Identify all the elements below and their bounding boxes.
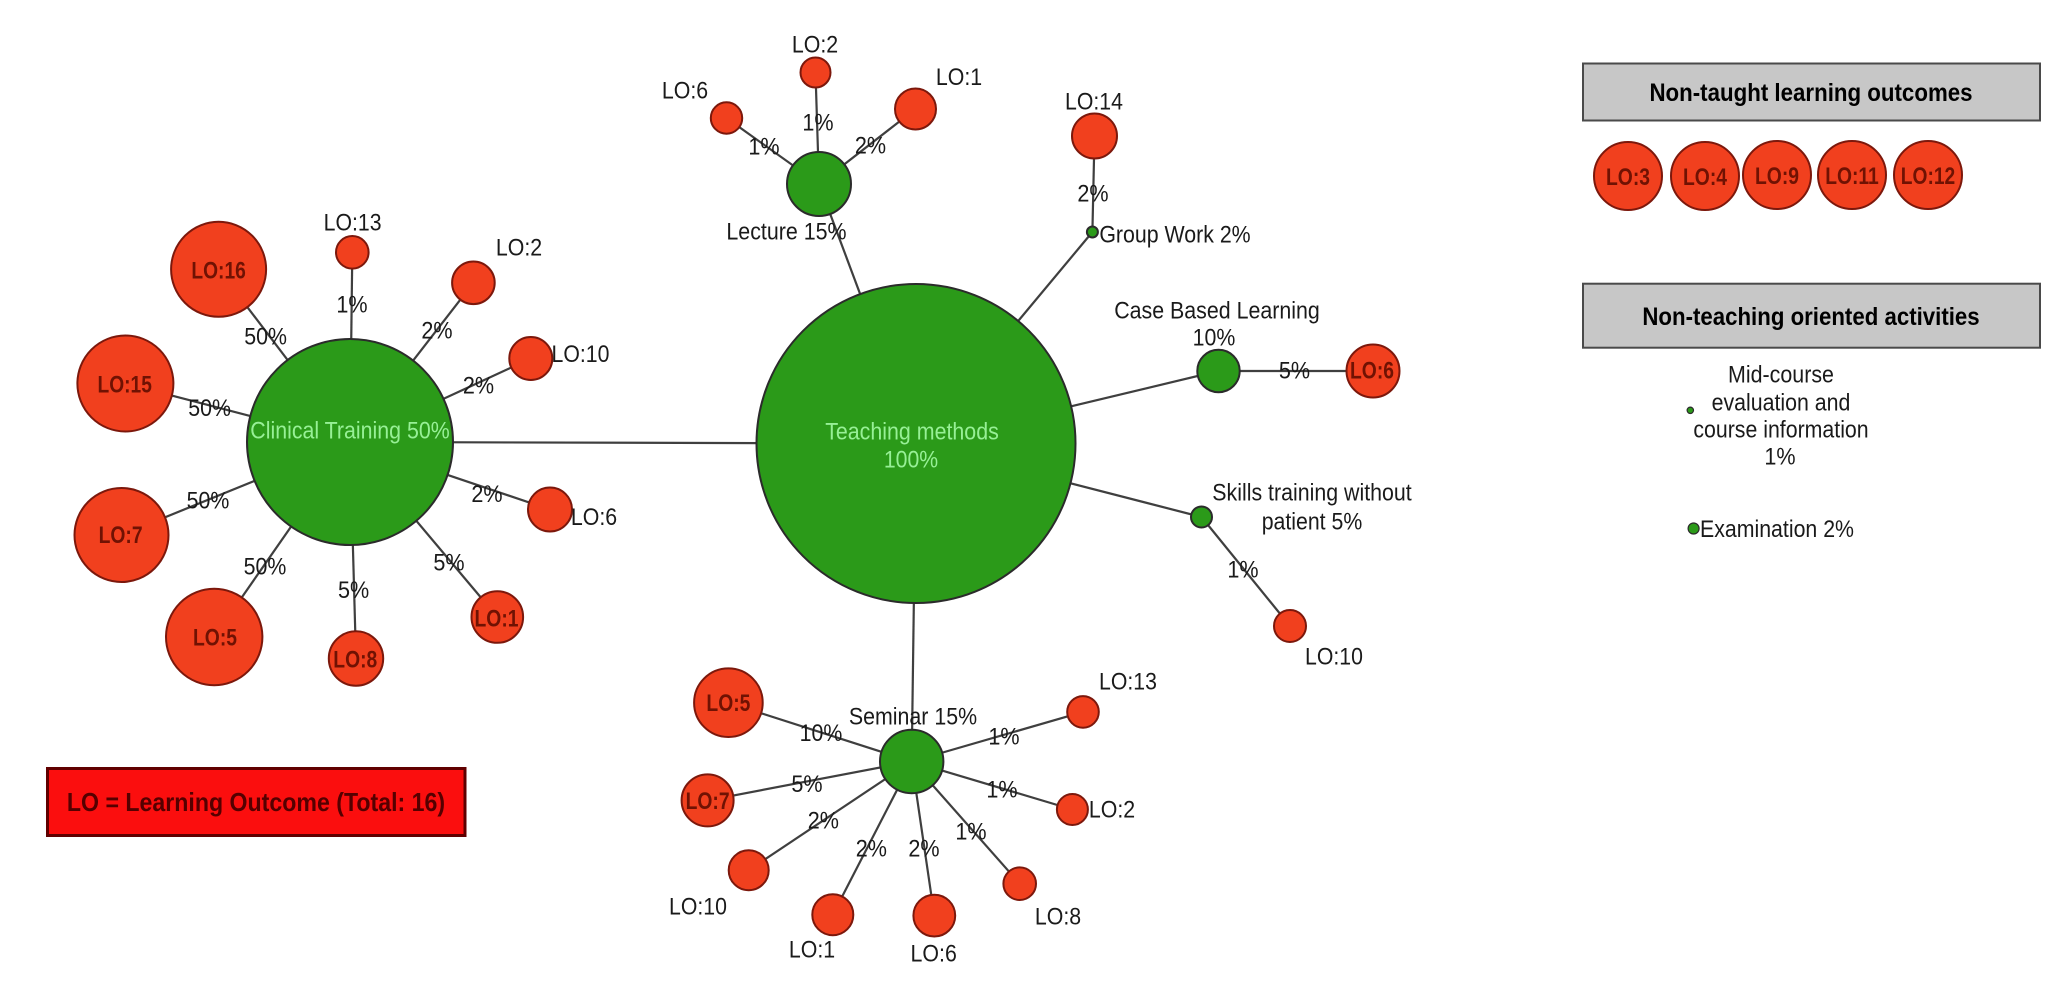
svg-text:50%: 50% xyxy=(188,395,231,422)
svg-text:LO:12: LO:12 xyxy=(1901,163,1955,190)
svg-text:LO:2: LO:2 xyxy=(496,234,542,261)
svg-text:2%: 2% xyxy=(1077,180,1108,207)
svg-text:LO:10: LO:10 xyxy=(1305,643,1363,670)
svg-text:5%: 5% xyxy=(433,549,464,576)
svg-text:LO:6: LO:6 xyxy=(1350,357,1394,384)
svg-text:Group Work 2%: Group Work 2% xyxy=(1099,221,1250,248)
svg-text:1%: 1% xyxy=(802,109,833,136)
svg-text:1%: 1% xyxy=(1227,556,1258,583)
svg-text:LO = Learning Outcome (Total:: LO = Learning Outcome (Total: 16) xyxy=(67,787,445,817)
svg-text:Seminar 15%: Seminar 15% xyxy=(849,703,977,730)
svg-text:5%: 5% xyxy=(791,771,822,798)
svg-text:LO:4: LO:4 xyxy=(1683,164,1728,191)
svg-text:LO:5: LO:5 xyxy=(706,690,750,717)
svg-text:LO:7: LO:7 xyxy=(686,788,730,815)
svg-text:LO:2: LO:2 xyxy=(1089,796,1135,823)
svg-text:1%: 1% xyxy=(986,776,1017,803)
svg-text:50%: 50% xyxy=(187,487,230,514)
svg-text:LO:13: LO:13 xyxy=(324,210,382,237)
svg-text:2%: 2% xyxy=(471,481,502,508)
svg-text:2%: 2% xyxy=(421,317,452,344)
svg-text:Non-taught learning outcomes: Non-taught learning outcomes xyxy=(1649,79,1972,107)
svg-text:LO:6: LO:6 xyxy=(571,504,617,531)
svg-text:1%: 1% xyxy=(955,818,986,845)
svg-text:2%: 2% xyxy=(808,807,839,834)
svg-text:Non-teaching oriented activiti: Non-teaching oriented activities xyxy=(1642,303,1979,331)
svg-text:1%: 1% xyxy=(748,133,779,160)
svg-text:Case Based Learning: Case Based Learning xyxy=(1114,297,1320,324)
svg-text:LO:1: LO:1 xyxy=(789,936,835,963)
svg-text:2%: 2% xyxy=(463,372,494,399)
svg-text:Teaching methods: Teaching methods xyxy=(825,418,999,445)
svg-text:LO:14: LO:14 xyxy=(1065,88,1123,115)
svg-text:1%: 1% xyxy=(336,291,367,318)
svg-text:LO:9: LO:9 xyxy=(1755,163,1799,190)
svg-text:LO:11: LO:11 xyxy=(1825,163,1879,190)
svg-text:10%: 10% xyxy=(1193,324,1236,351)
svg-text:LO:8: LO:8 xyxy=(333,646,377,673)
svg-text:LO:3: LO:3 xyxy=(1606,164,1650,191)
svg-text:Lecture 15%: Lecture 15% xyxy=(726,218,846,245)
svg-text:LO:15: LO:15 xyxy=(98,371,152,398)
svg-text:LO:8: LO:8 xyxy=(1035,903,1081,930)
svg-text:LO:6: LO:6 xyxy=(911,940,957,967)
svg-text:1%: 1% xyxy=(1764,443,1795,470)
svg-text:2%: 2% xyxy=(908,835,939,862)
svg-text:LO:2: LO:2 xyxy=(792,31,838,58)
svg-text:Examination 2%: Examination 2% xyxy=(1700,516,1854,543)
svg-text:5%: 5% xyxy=(338,577,369,604)
svg-text:LO:10: LO:10 xyxy=(552,341,610,368)
svg-text:2%: 2% xyxy=(856,835,887,862)
svg-text:Skills training without: Skills training without xyxy=(1212,479,1412,506)
svg-text:LO:1: LO:1 xyxy=(936,64,982,91)
svg-text:LO:10: LO:10 xyxy=(669,893,727,920)
svg-text:LO:6: LO:6 xyxy=(662,77,708,104)
svg-text:Mid-course: Mid-course xyxy=(1728,361,1834,388)
svg-text:patient 5%: patient 5% xyxy=(1262,508,1363,535)
svg-text:LO:16: LO:16 xyxy=(191,257,245,284)
svg-text:evaluation and: evaluation and xyxy=(1712,389,1851,416)
svg-text:LO:13: LO:13 xyxy=(1099,668,1157,695)
svg-text:50%: 50% xyxy=(244,553,287,580)
svg-text:LO:1: LO:1 xyxy=(475,605,519,632)
svg-text:5%: 5% xyxy=(1279,357,1310,384)
svg-text:LO:5: LO:5 xyxy=(193,624,237,651)
svg-text:2%: 2% xyxy=(855,132,886,159)
svg-text:50%: 50% xyxy=(244,323,287,350)
svg-text:Clinical Training 50%: Clinical Training 50% xyxy=(250,417,449,444)
svg-text:10%: 10% xyxy=(800,720,843,747)
svg-text:LO:7: LO:7 xyxy=(99,522,143,549)
svg-text:100%: 100% xyxy=(884,446,938,473)
svg-text:1%: 1% xyxy=(988,723,1019,750)
svg-text:course information: course information xyxy=(1693,416,1868,443)
